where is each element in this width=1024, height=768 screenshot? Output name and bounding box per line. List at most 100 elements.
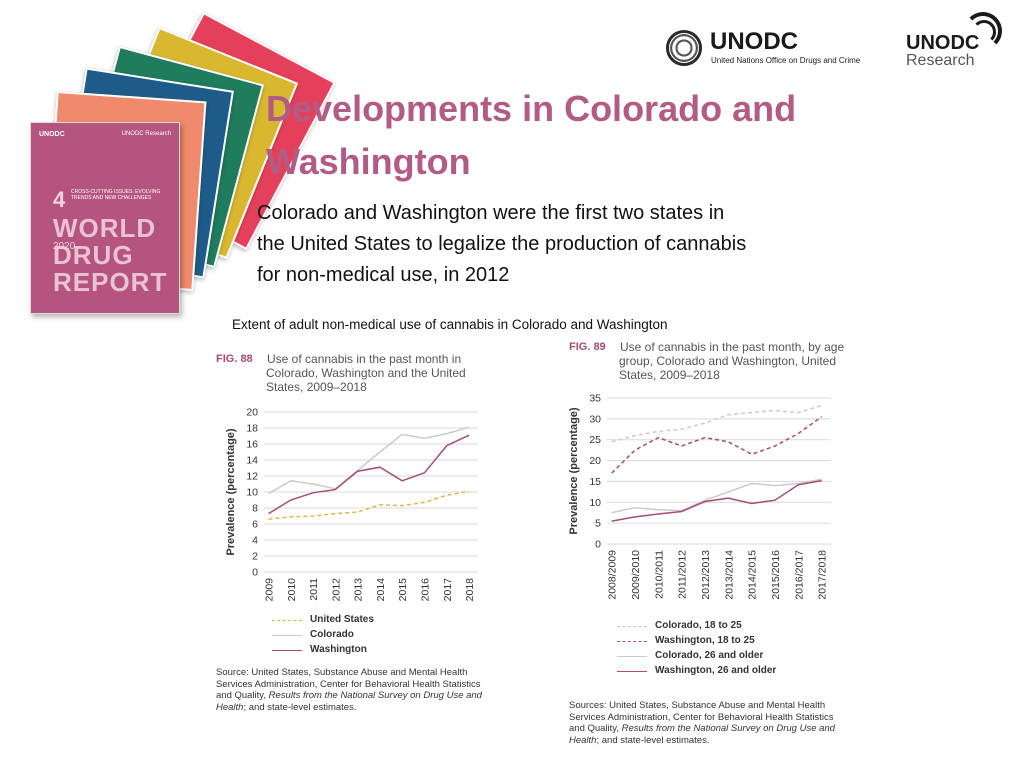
fig88-series-line-2 xyxy=(268,434,470,515)
figure-88-source-suffix: ; and state-level estimates. xyxy=(243,701,357,713)
fig89-xtick: 2016/2017 xyxy=(793,550,805,600)
fig89-ytick: 15 xyxy=(589,476,601,488)
figure-89-chart: Prevalence (percentage) 0 5 10 15 20 25 30 35 200… xyxy=(569,393,831,600)
fig88-ytick: 18 xyxy=(246,423,258,435)
fig88-xtick: 2012 xyxy=(330,578,342,602)
slide-title: Developments in Colorado and Washington xyxy=(266,82,906,188)
unodc-wordmark: UNODC xyxy=(710,28,798,55)
research-arc-icon xyxy=(964,12,1002,50)
figure-88-header: FIG. 88 Use of cannabis in the past mont… xyxy=(216,352,496,394)
fig88-legend-label: Colorado xyxy=(310,629,354,640)
fig89-series-line-0 xyxy=(611,404,822,443)
fig89-ytick: 5 xyxy=(595,518,601,530)
fig88-xtick: 2017 xyxy=(442,578,454,602)
figure-89-title: Use of cannabis in the past month, by ag… xyxy=(619,340,845,382)
fig88-legend-swatch xyxy=(272,635,302,636)
fig89-xtick: 2012/2013 xyxy=(700,550,712,600)
slide-title-line1: Developments in Colorado and xyxy=(266,88,797,129)
fig88-xtick: 2009 xyxy=(263,578,275,602)
fig89-xtick: 2017/2018 xyxy=(817,550,829,600)
fig89-ytick: 0 xyxy=(595,539,601,551)
fig89-xtick: 2011/2012 xyxy=(677,550,689,599)
cover-title-line2: DRUG xyxy=(53,240,134,270)
figure-89: FIG. 89 Use of cannabis in the past mont… xyxy=(569,340,849,750)
fig89-ytick: 35 xyxy=(589,393,601,405)
research-wordmark: UNODC xyxy=(906,32,980,54)
figure-88-chart: Prevalence (percentage) 0 2 4 6 8 10 12 14 16 18 20… xyxy=(225,407,478,602)
fig89-legend-swatch xyxy=(617,656,647,657)
cover-number: 4 xyxy=(53,187,66,212)
fig89-xtick: 2015/2016 xyxy=(770,550,782,600)
slide-title-line2: Washington xyxy=(266,141,471,182)
fig89-ytick: 25 xyxy=(589,434,601,446)
fig88-ytick: 8 xyxy=(252,503,258,515)
intro-line2: the United States to legalize the produc… xyxy=(257,233,747,255)
fig89-series-line-2 xyxy=(611,478,822,514)
fig88-legend-swatch xyxy=(272,620,302,621)
cover-org: UNODC xyxy=(39,131,65,138)
fig89-series-line-1 xyxy=(611,416,823,474)
cover-title: WORLD DRUG REPORT xyxy=(53,215,167,296)
fig88-xtick: 2013 xyxy=(353,578,365,602)
figure-88-source-prefix: Source: United States, Substance Abuse a… xyxy=(216,667,481,701)
fig88-xtick: 2011 xyxy=(308,578,320,601)
figure-89-source: Sources: United States, Substance Abuse … xyxy=(569,700,849,746)
research-arc-inner-icon xyxy=(972,20,996,44)
fig88-ytick: 6 xyxy=(252,519,258,531)
intro-line1: Colorado and Washington were the first t… xyxy=(257,202,725,224)
fig89-legend-label: Washington, 26 and older xyxy=(655,665,777,676)
cover-title-line3: REPORT xyxy=(53,267,168,297)
fig88-xtick: 2018 xyxy=(464,578,476,602)
fig89-legend-label: Colorado, 26 and older xyxy=(655,650,764,661)
research-subtitle: Research xyxy=(906,52,975,69)
fig89-legend-swatch xyxy=(617,626,647,627)
un-emblem-icon xyxy=(666,30,702,66)
fig88-legend-label: United States xyxy=(310,614,374,625)
fig89-xtick: 2008/2009 xyxy=(607,550,619,600)
fig89-ytick: 20 xyxy=(589,455,601,467)
fig89-xtick: 2013/2014 xyxy=(723,550,735,600)
figure-88-source: Source: United States, Substance Abuse a… xyxy=(216,667,496,713)
figure-88-label: FIG. 88 xyxy=(216,353,253,365)
unodc-tagline: United Nations Office on Drugs and Crime xyxy=(711,56,861,65)
fig88-xtick: 2016 xyxy=(420,578,432,602)
cover-year: 2020 xyxy=(53,241,76,252)
fig89-legend-swatch xyxy=(617,641,647,642)
fig88-ytick: 12 xyxy=(246,471,258,483)
fig88-ytick: 4 xyxy=(252,535,258,547)
figure-88-source-italic: Results from the National Survey on Drug… xyxy=(216,690,482,713)
figure-89-header: FIG. 89 Use of cannabis in the past mont… xyxy=(569,340,849,382)
figure-89-source-suffix: ; and state-level estimates. xyxy=(596,734,710,746)
intro-line3: for non-medical use, in 2012 xyxy=(257,264,510,286)
figure-88: FIG. 88 Use of cannabis in the past mont… xyxy=(216,352,496,722)
figure-89-source-italic: Results from the National Survey on Drug… xyxy=(569,723,835,746)
fig88-series-line-1 xyxy=(268,426,470,495)
fig88-xtick: 2010 xyxy=(286,578,298,602)
fig89-xtick: 2010/2011 xyxy=(653,550,665,599)
fig89-xtick: 2009/2010 xyxy=(630,550,642,600)
fig89-series-line-3 xyxy=(611,479,822,522)
fig89-legend-swatch xyxy=(617,671,647,672)
fig89-ylabel: Prevalence (percentage) xyxy=(569,407,580,535)
fig89-xtick: 2014/2015 xyxy=(747,550,759,600)
fig89-ytick: 30 xyxy=(589,413,601,425)
fig88-ytick: 0 xyxy=(252,567,258,579)
fig88-ylabel: Prevalence (percentage) xyxy=(225,428,237,556)
fig88-ytick: 20 xyxy=(246,407,258,419)
cover-title-line1: WORLD xyxy=(53,213,157,243)
unodc-research-logo: UNODC Research xyxy=(904,12,1008,70)
fig88-ytick: 10 xyxy=(246,487,258,499)
fig89-ytick: 10 xyxy=(589,497,601,509)
fig89-legend-label: Colorado, 18 to 25 xyxy=(655,620,742,631)
figure-89-label: FIG. 89 xyxy=(569,341,606,353)
fig88-ytick: 2 xyxy=(252,551,258,563)
fig88-ytick: 16 xyxy=(246,439,258,451)
figure-88-title: Use of cannabis in the past month in Col… xyxy=(266,352,466,394)
world-drug-report-cover: UNODC UNODC Research 4 CROSS-CUTTING ISS… xyxy=(30,122,180,314)
cover-org-research: UNODC Research xyxy=(121,131,171,137)
intro-paragraph: Colorado and Washington were the first t… xyxy=(257,198,857,291)
fig88-xtick: 2015 xyxy=(397,578,409,602)
figure-89-source-prefix: Sources: United States, Substance Abuse … xyxy=(569,700,834,734)
fig88-ytick: 14 xyxy=(246,455,258,467)
cover-subtitle: CROSS-CUTTING ISSUES: EVOLVING TRENDS AN… xyxy=(71,189,161,201)
